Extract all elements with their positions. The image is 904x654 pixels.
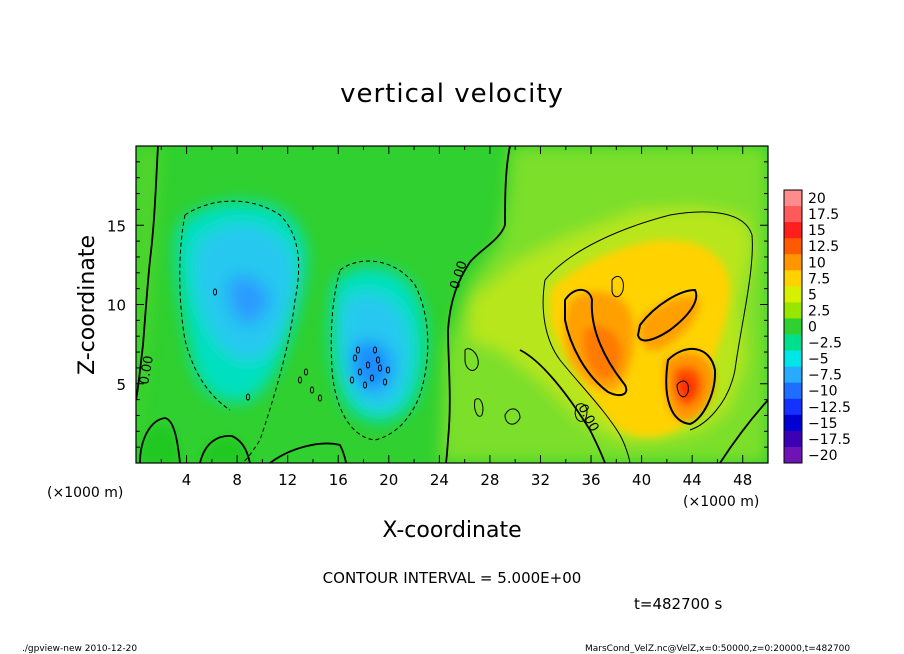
- colorbar-label: 7.5: [808, 271, 830, 287]
- contour-noise-mark: [369, 374, 375, 382]
- colorbar: 2017.51512.5107.552.50−2.5−5−7.5−10−12.5…: [783, 189, 851, 464]
- colorbar-swatch: [784, 270, 802, 287]
- y-tick-label: 15: [107, 217, 126, 235]
- contour-noise-mark: [297, 376, 303, 384]
- chart-title: vertical velocity: [340, 79, 564, 109]
- contour-noise-mark: [245, 393, 251, 401]
- x-axis-ticks: 4 8 12 16 20 24 28 32 36 40 44 48: [160, 146, 752, 489]
- colorbar-swatch: [784, 366, 802, 384]
- colorbar-label: −20: [808, 448, 838, 464]
- footer-left: ./gpview-new 2010-12-20: [22, 644, 137, 654]
- colorbar-swatch: [784, 446, 802, 464]
- footer-right: MarsCond_VelZ.nc@VelZ,x=0:50000,z=0:2000…: [585, 644, 850, 654]
- x-tick-label: 36: [581, 471, 600, 489]
- contour-noise-mark: [309, 386, 315, 394]
- colorbar-label: −12.5: [808, 400, 851, 416]
- colorbar-label: −15: [808, 416, 838, 432]
- colorbar-label: −5: [808, 352, 829, 368]
- colorbar-swatch: [784, 334, 802, 352]
- colorbar-label: 15: [808, 223, 826, 239]
- x-tick-label: 16: [329, 471, 348, 489]
- colorbar-label: 2.5: [808, 303, 830, 319]
- x-tick-label: 8: [232, 471, 242, 489]
- x-tick-label: 12: [278, 471, 297, 489]
- colorbar-label: −10: [808, 384, 838, 400]
- colorbar-swatch: [784, 238, 802, 255]
- colorbar-swatch: [784, 254, 802, 271]
- y-axis-ticks: 5 10 15: [107, 161, 768, 448]
- y-tick-label: 10: [107, 297, 126, 315]
- colorbar-swatch: [784, 414, 802, 432]
- contour-noise-mark: [349, 376, 355, 384]
- colorbar-label: 5: [808, 287, 817, 303]
- colorbar-swatch: [784, 190, 802, 207]
- y-axis-label: Z-coordinate: [75, 235, 100, 375]
- contour-noise-mark: [385, 366, 391, 374]
- colorbar-swatch: [784, 222, 802, 239]
- contour-noise-mark: [375, 356, 381, 364]
- x-axis-label: X-coordinate: [382, 518, 521, 543]
- x-tick-label: 32: [531, 471, 550, 489]
- x-tick-label: 48: [733, 471, 752, 489]
- colorbar-swatch: [784, 302, 802, 319]
- colorbar-label: 10: [808, 255, 826, 271]
- contour-noise-mark: [365, 361, 371, 369]
- x-tick-label: 28: [480, 471, 499, 489]
- contour-noise-mark: [355, 346, 361, 354]
- contour-noise-mark: [212, 288, 218, 296]
- plot-field: [136, 146, 768, 463]
- colorbar-swatch: [784, 430, 802, 448]
- colorbar-swatch: [784, 286, 802, 303]
- colorbar-swatch: [784, 398, 802, 416]
- y-tick-label: 5: [116, 376, 126, 394]
- x-tick-label: 4: [182, 471, 192, 489]
- colorbar-swatch: [784, 382, 802, 400]
- colorbar-label: −2.5: [808, 336, 842, 352]
- contour-noise-mark: [372, 346, 378, 354]
- colorbar-label: −17.5: [808, 432, 851, 448]
- contour-noise-mark: [352, 354, 358, 362]
- contour-noise-mark: [382, 378, 388, 386]
- contour-noise-mark: [357, 368, 363, 376]
- x-unit-label-left: (×1000 m): [47, 485, 123, 501]
- contour-noise-mark: [362, 381, 368, 389]
- colorbar-label: −7.5: [808, 368, 842, 384]
- x-tick-label: 24: [430, 471, 449, 489]
- time-label: t=482700 s: [634, 595, 722, 613]
- contour-lines: [136, 146, 768, 463]
- colorbar-swatch: [784, 318, 802, 336]
- colorbar-swatch: [784, 350, 802, 368]
- colorbar-label: 20: [808, 191, 826, 207]
- x-tick-label: 20: [379, 471, 398, 489]
- contour-label-1: 0.00: [137, 355, 157, 386]
- colorbar-frame: [783, 189, 803, 464]
- x-unit-label-right: (×1000 m): [683, 494, 759, 510]
- x-tick-label: 44: [683, 471, 702, 489]
- contour-noise: [212, 288, 391, 402]
- colorbar-swatch: [784, 206, 802, 223]
- x-tick-label: 40: [632, 471, 651, 489]
- colorbar-label: 17.5: [808, 207, 839, 223]
- contour-noise-mark: [303, 368, 309, 376]
- colorbar-label: 12.5: [808, 239, 839, 255]
- contour-noise-mark: [317, 394, 323, 402]
- contour-interval-text: CONTOUR INTERVAL = 5.000E+00: [323, 569, 582, 587]
- contour-noise-mark: [377, 364, 383, 372]
- colorbar-label: 0: [808, 320, 817, 336]
